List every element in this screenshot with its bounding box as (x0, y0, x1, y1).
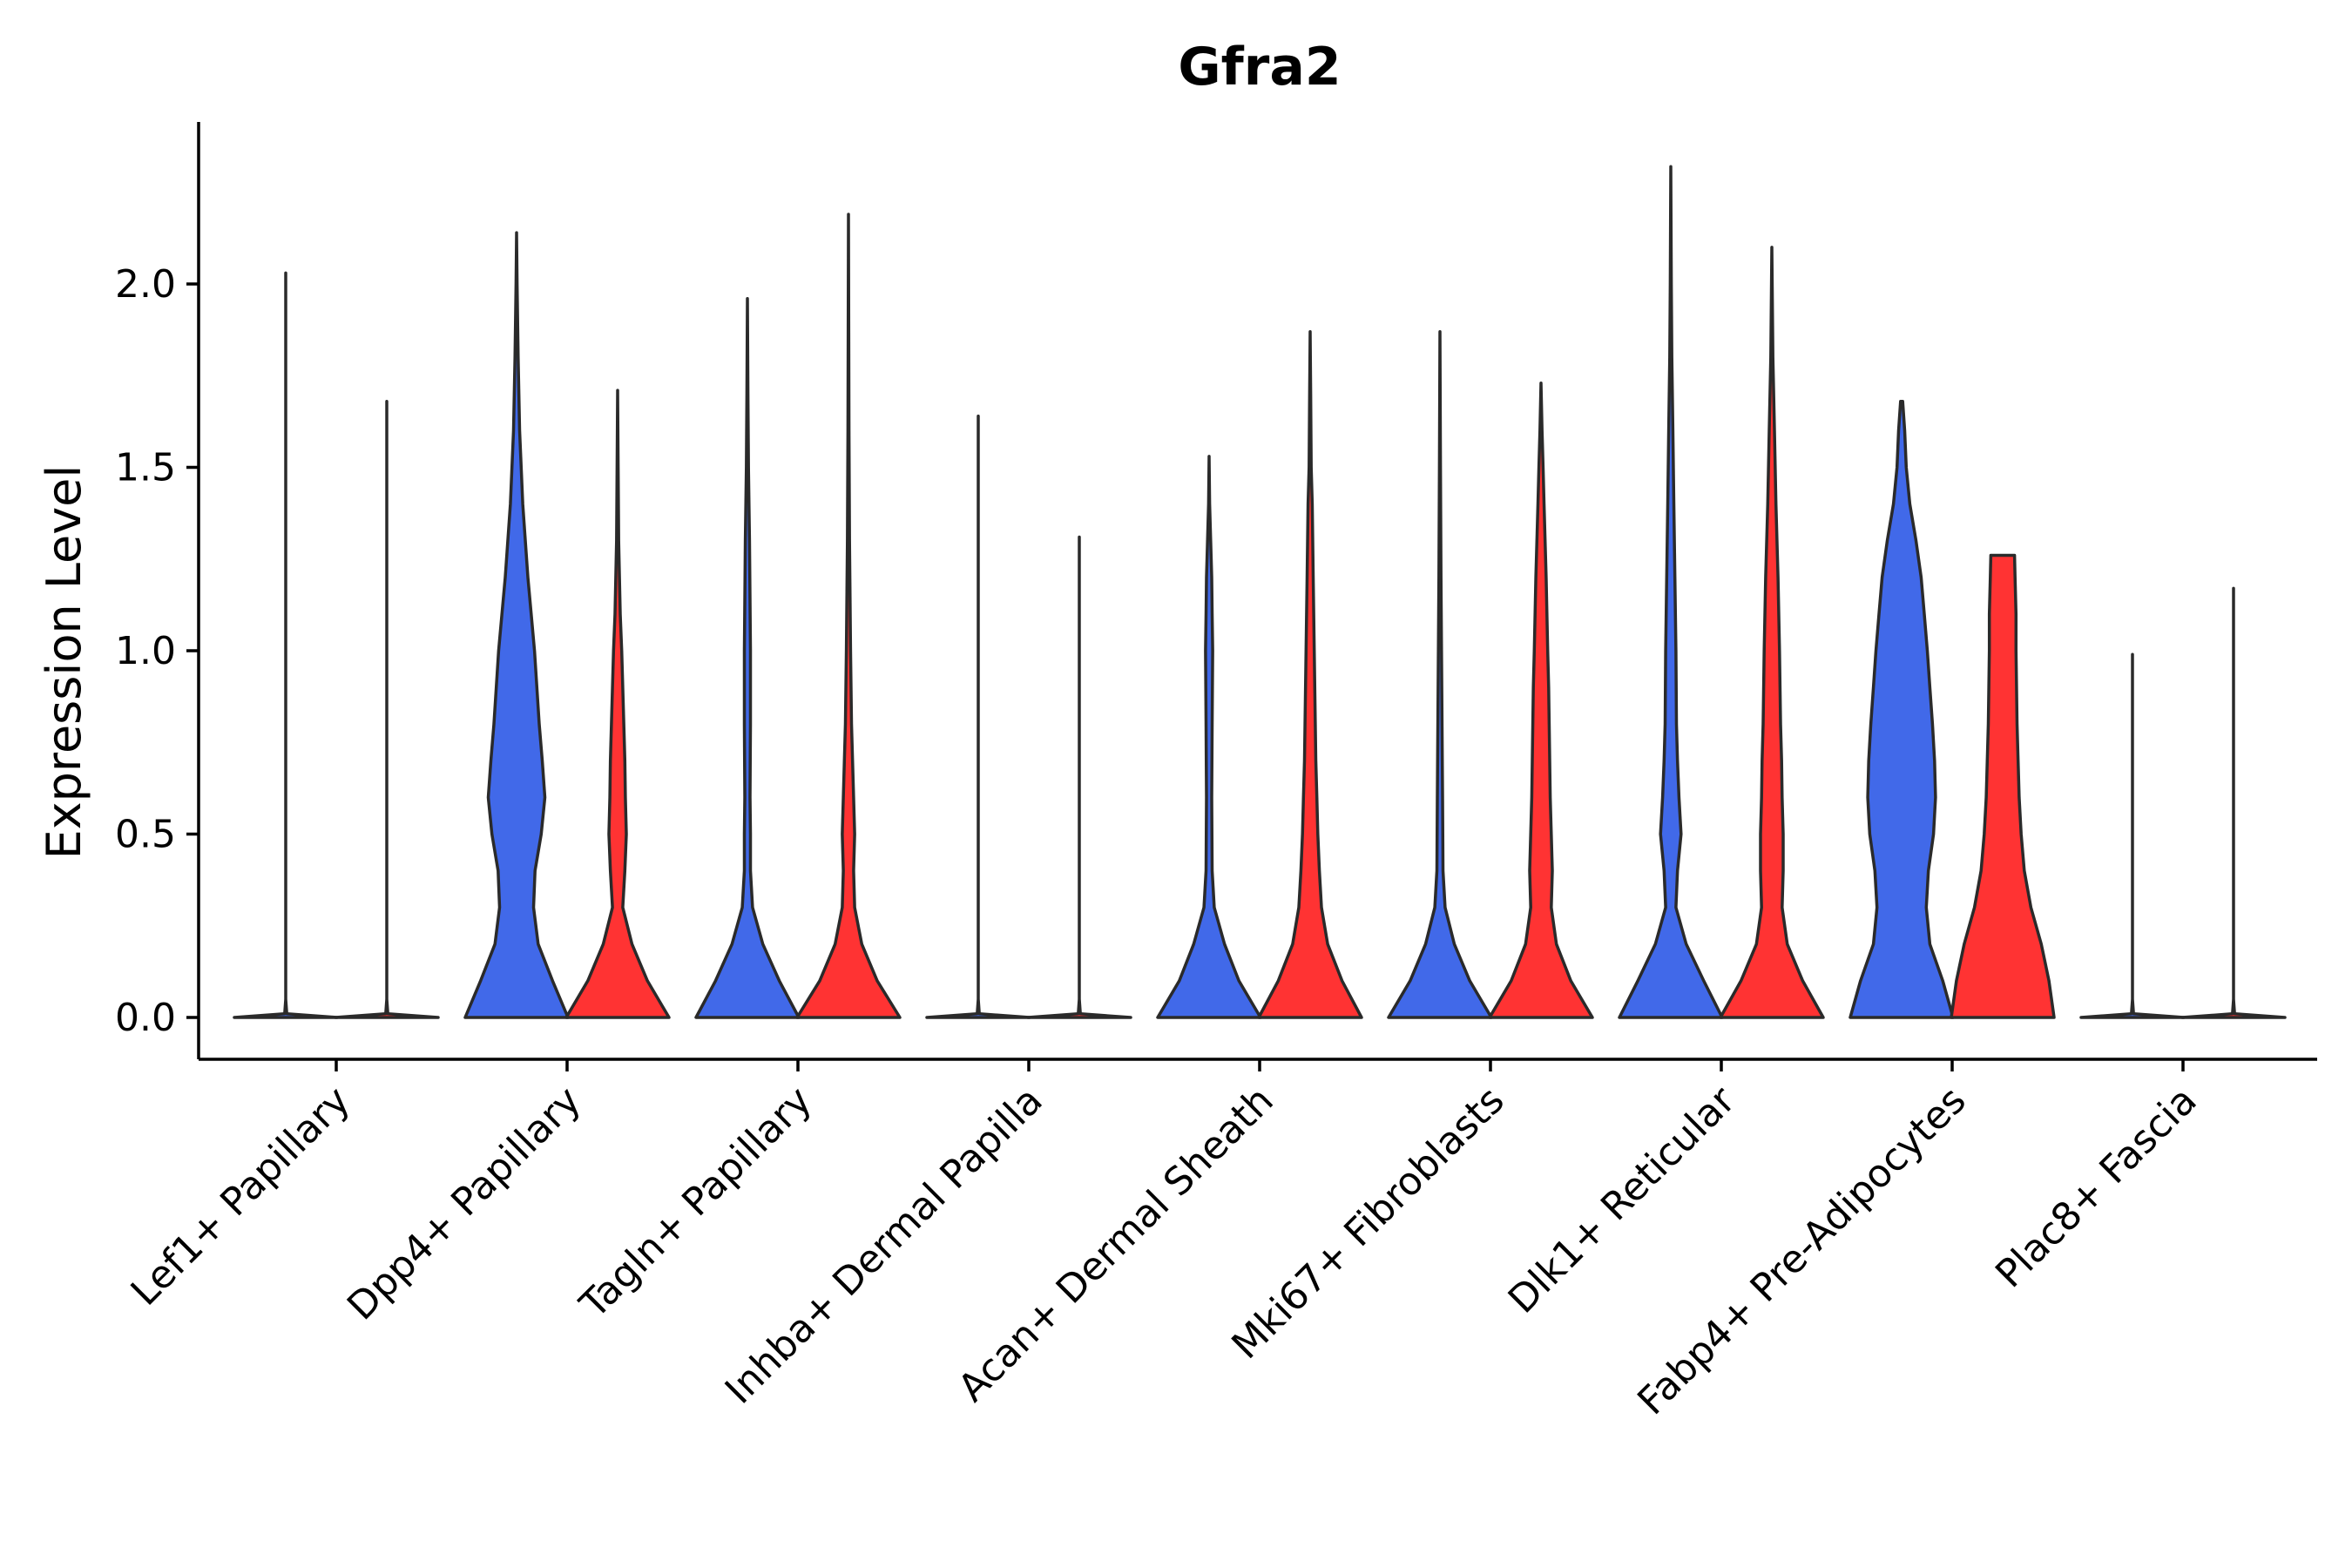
violin-group-1-7 (1848, 399, 1955, 1019)
y-axis-label: Expression Level (37, 465, 91, 860)
violin-group-2-7 (1950, 553, 2056, 1019)
y-tick-label: 0.0 (115, 996, 176, 1040)
violin-group-1-0 (233, 271, 339, 1019)
violin-group-1-4 (1156, 455, 1262, 1019)
violin-group-1-3 (925, 414, 1031, 1019)
x-tick-label: Lef1+ Papillary (123, 1078, 359, 1315)
y-tick-label: 1.0 (115, 629, 176, 673)
violin-group-1-5 (1387, 329, 1493, 1019)
y-tick-label: 1.5 (115, 446, 176, 490)
violin-group-2-3 (1026, 535, 1132, 1019)
violin-group-1-2 (694, 297, 801, 1019)
y-axis: 0.0 0.5 1.0 1.5 2.0 (115, 122, 200, 1059)
violin-group-1-1 (463, 231, 570, 1019)
violin-group-2-0 (334, 399, 440, 1019)
x-tick-label: Tagln+ Papillary (571, 1078, 821, 1328)
violin-group-2-4 (1257, 329, 1363, 1019)
violin-group-1-8 (2079, 652, 2186, 1019)
y-tick-label: 2.0 (115, 262, 176, 307)
x-tick-label: Dpp4+ Papillary (339, 1078, 590, 1329)
chart-title: Gfra2 (1178, 37, 1341, 98)
x-tick-label: Plac8+ Fascia (1987, 1078, 2206, 1297)
violin-group-2-6 (1719, 246, 1825, 1019)
violin-group-2-8 (2180, 586, 2287, 1019)
x-tick-label: Dlk1+ Reticular (1500, 1078, 1745, 1322)
violin-group-2-2 (795, 213, 902, 1019)
violin-group-1-6 (1618, 165, 1724, 1019)
y-tick-label: 0.5 (115, 813, 176, 857)
violin-marks (233, 165, 2287, 1019)
violin-group-2-1 (564, 389, 671, 1019)
violin-group-2-5 (1488, 381, 1594, 1019)
